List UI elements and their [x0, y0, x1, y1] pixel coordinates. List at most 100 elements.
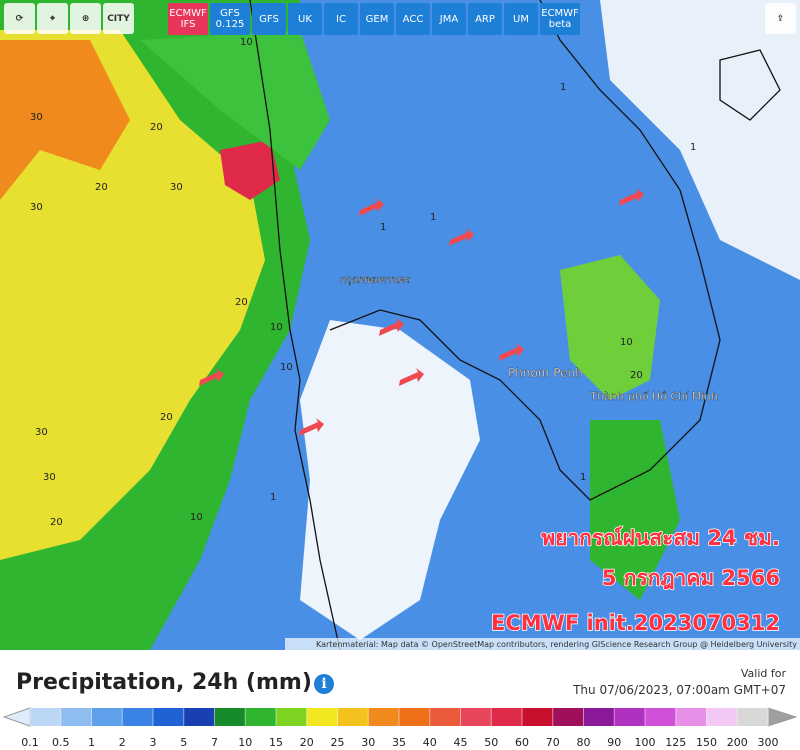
model-tab[interactable]: ECMWF beta [540, 3, 580, 35]
overlay-text: 5 กรกฎาคม 2566 [602, 566, 780, 590]
overlay-text: พยากรณ์ฝนสะสม 24 ชม. [541, 526, 780, 550]
valid-label: Valid for [740, 667, 786, 680]
contour-label: 20 [630, 370, 643, 381]
contour-label: 10 [270, 322, 283, 333]
location-button[interactable]: ⌖ [37, 3, 68, 34]
legend-swatch [583, 708, 615, 726]
contour-label: 10 [280, 362, 293, 373]
model-tabs: ECMWF IFS GFS 0.125 GFS UK IC GEM ACC JMA ARP UM E… [168, 3, 580, 35]
dry-area-gulf [300, 320, 480, 640]
model-tab[interactable]: GFS [252, 3, 286, 35]
model-tab[interactable]: ACC [396, 3, 430, 35]
attribution: Kartenmaterial: Map data © OpenStreetMap… [316, 640, 797, 649]
contour-label: 30 [30, 202, 43, 213]
legend-swatch [460, 708, 492, 726]
legend-tick-label: 70 [546, 736, 560, 749]
contour-label: 10 [190, 512, 203, 523]
legend-tick-label: 50 [484, 736, 498, 749]
legend-tick-label: 35 [392, 736, 406, 749]
zoom-button[interactable]: ⊕ [70, 3, 101, 34]
legend-tick-label: 125 [665, 736, 686, 749]
legend-tick-label: 300 [758, 736, 779, 749]
legend-swatch [368, 708, 400, 726]
legend-swatch [245, 708, 277, 726]
model-tab[interactable]: IC [324, 3, 358, 35]
contour-label: 30 [170, 182, 183, 193]
map[interactable]: กรุงเทพมหานคร Phnom Penh Thành phố Hồ Chí … [0, 0, 800, 650]
legend-swatch [214, 708, 246, 726]
legend-tick-label: 5 [180, 736, 187, 749]
contour-label: 30 [35, 427, 48, 438]
attribution-bg [285, 638, 800, 650]
model-tab[interactable]: UK [288, 3, 322, 35]
contour-label: 20 [50, 517, 63, 528]
legend-tick-label: 100 [635, 736, 656, 749]
legend-tick-label: 20 [300, 736, 314, 749]
info-button[interactable]: i [314, 674, 334, 694]
model-tab[interactable]: ARP [468, 3, 502, 35]
legend-swatch [153, 708, 185, 726]
legend-tick-label: 0.1 [21, 736, 39, 749]
legend-swatch [429, 708, 461, 726]
legend-tick-label: 2 [119, 736, 126, 749]
legend-swatch [91, 708, 123, 726]
contour-label: 1 [430, 212, 436, 223]
legend-tick-label: 3 [150, 736, 157, 749]
legend-below [2, 707, 31, 727]
city-button[interactable]: CITY [103, 3, 134, 34]
legend-swatch [306, 708, 338, 726]
rain-area-cambodia [560, 255, 660, 400]
legend-swatch [60, 708, 92, 726]
contour-label: 20 [95, 182, 108, 193]
contour-label: 1 [270, 492, 276, 503]
legend-swatch [399, 708, 431, 726]
legend-tick-label: 15 [269, 736, 283, 749]
legend-swatch [522, 708, 554, 726]
model-tab[interactable]: GEM [360, 3, 394, 35]
legend-tick-label: 60 [515, 736, 529, 749]
contour-label: 10 [620, 337, 633, 348]
contour-label: 1 [690, 142, 696, 153]
contour-label: 10 [240, 37, 253, 48]
wind-arrows [199, 188, 644, 436]
share-button[interactable]: ⇪ [765, 3, 796, 34]
legend-tick-label: 1 [88, 736, 95, 749]
coastlines [249, 0, 781, 650]
legend: 0.1 0.5 1 2 3 5 7 10 15 20 25 30 35 40 45 50 60 70 80 90 100… [2, 707, 798, 749]
legend-swatch [675, 708, 707, 726]
legend-swatch [552, 708, 584, 726]
overlay-text: ECMWF init.2023070312 [491, 611, 780, 635]
model-tab[interactable]: ECMWF IFS [168, 3, 208, 35]
legend-tick-label: 25 [331, 736, 345, 749]
model-tab[interactable]: UM [504, 3, 538, 35]
rain-area-yellow [0, 30, 265, 560]
legend-tick-label: 10 [238, 736, 252, 749]
place-label: Phnom Penh [508, 366, 583, 380]
rain-area-orange [0, 40, 130, 200]
legend-tick-label: 90 [607, 736, 621, 749]
contour-label: 20 [150, 122, 163, 133]
model-tab[interactable]: JMA [432, 3, 466, 35]
rain-area-red [220, 140, 280, 200]
refresh-button[interactable]: ⟳ [4, 3, 35, 34]
map-tools: ⟳ ⌖ ⊕ CITY [4, 3, 134, 35]
contour-label: 30 [43, 472, 56, 483]
valid-time: Thu 07/06/2023, 07:00am GMT+07 [573, 683, 786, 697]
rain-area-green2 [140, 30, 330, 170]
contour-label: 30 [30, 112, 43, 123]
contour-label: 1 [380, 222, 386, 233]
legend-swatch [337, 708, 369, 726]
legend-tick-label: 200 [727, 736, 748, 749]
legend-swatch [491, 708, 523, 726]
legend-tick-label: 7 [211, 736, 218, 749]
legend-swatch [645, 708, 677, 726]
dry-area-sea [600, 0, 800, 280]
legend-tick-label: 45 [454, 736, 468, 749]
legend-swatch [276, 708, 308, 726]
place-label: Thành phố Hồ Chí Minh [589, 390, 718, 403]
model-tab[interactable]: GFS 0.125 [210, 3, 250, 35]
contour-label: 20 [160, 412, 173, 423]
footer-title: Precipitation, 24h (mm) [16, 670, 312, 695]
legend-above [767, 707, 798, 727]
